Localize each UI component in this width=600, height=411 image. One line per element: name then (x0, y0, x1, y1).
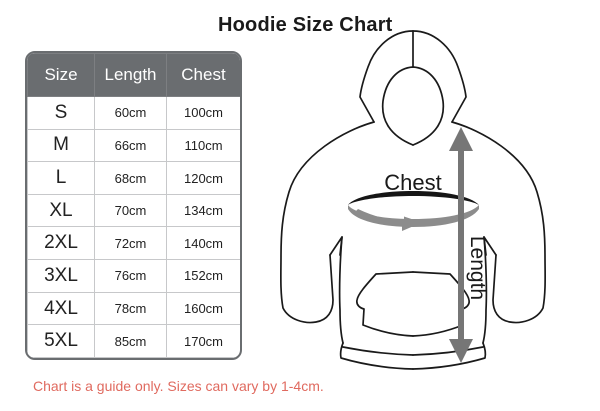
svg-text:Length: Length (466, 236, 489, 300)
svg-text:Chest: Chest (384, 170, 441, 195)
